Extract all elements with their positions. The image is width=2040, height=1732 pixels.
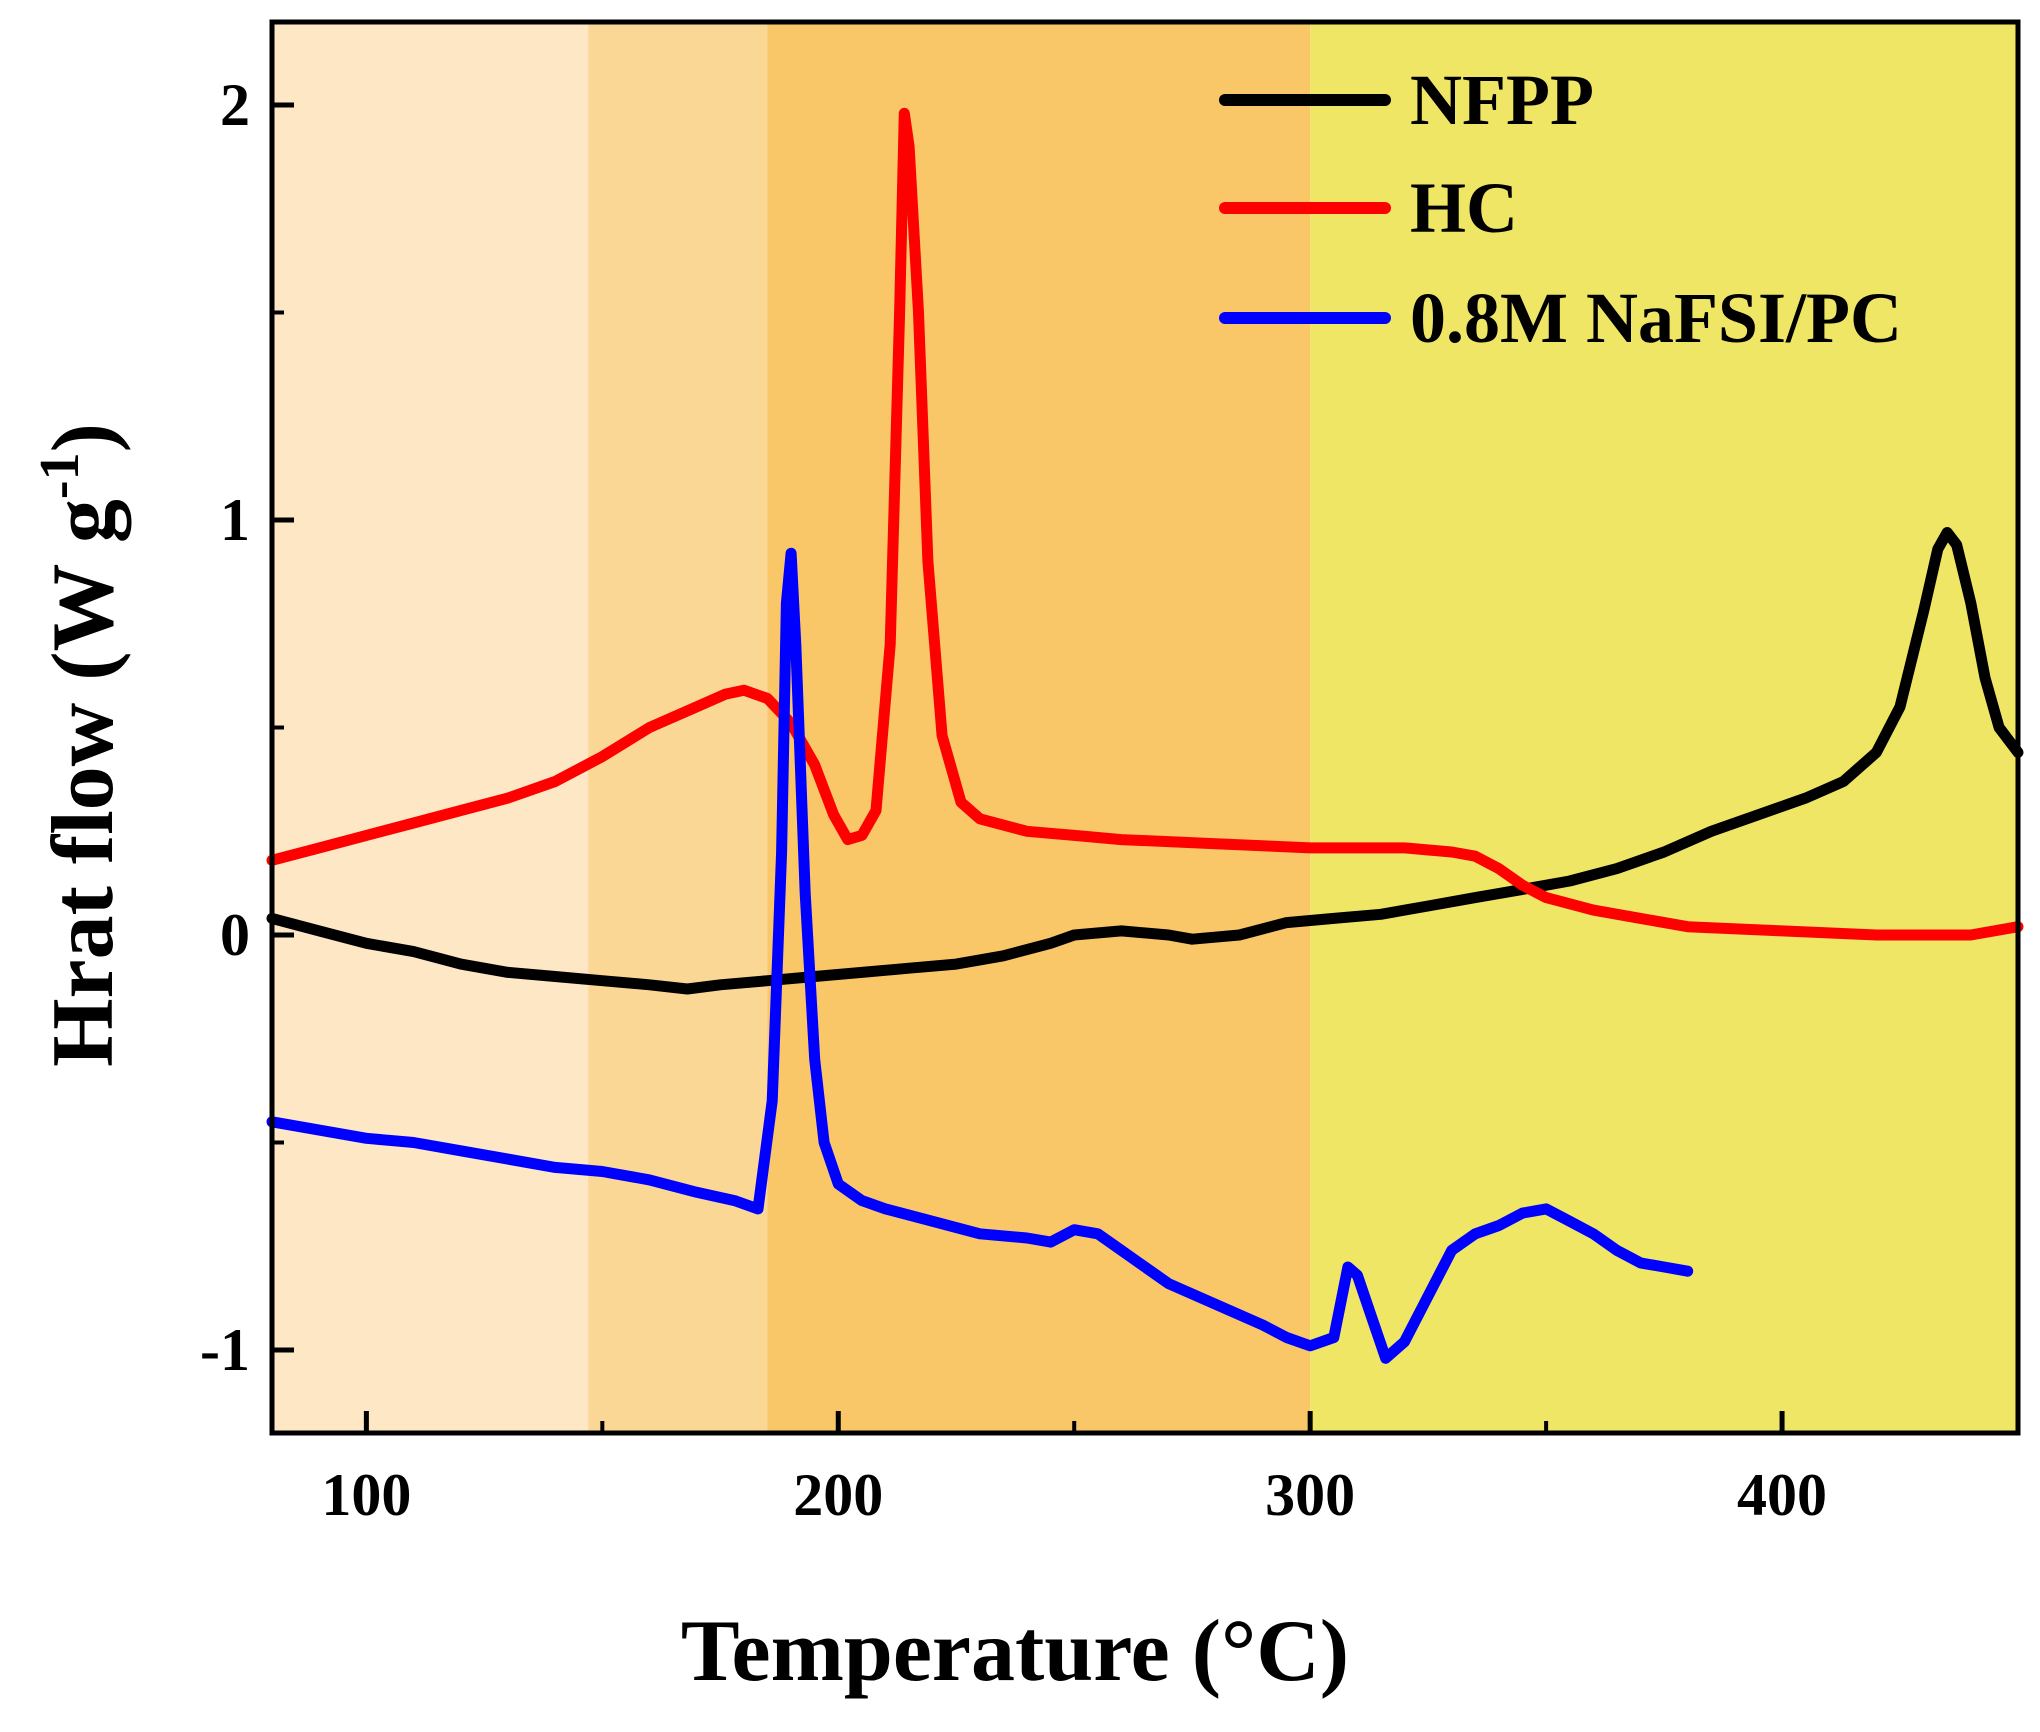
x-tick-label-300: 300: [1265, 1462, 1355, 1528]
x-tick-label-400: 400: [1737, 1462, 1827, 1528]
x-tick-label-100: 100: [321, 1462, 411, 1528]
y-tick-label-0: 0: [220, 902, 250, 968]
y-axis-title: Hrat flow (W g-1): [29, 423, 132, 1067]
series-line-nfpp: [266, 527, 2024, 995]
background-regions: [272, 22, 2018, 1433]
legend-label-nafsi-pc: 0.8M NaFSI/PC: [1410, 278, 1902, 358]
y-tick-label-1: 1: [220, 487, 250, 553]
legend-label-hc: HC: [1410, 168, 1518, 248]
axis-ticks: [272, 102, 1785, 1433]
series-line-hc: [266, 107, 2024, 941]
series-line-0-8m-nafsi-pc: [266, 547, 1694, 1364]
legend: NFPP HC 0.8M NaFSI/PC: [1219, 60, 1902, 358]
x-tick-label-200: 200: [793, 1462, 883, 1528]
legend-label-nfpp: NFPP: [1410, 60, 1594, 140]
x-axis-title: Temperature (°C): [681, 1603, 1349, 1700]
region-band-1: [272, 22, 589, 1433]
y-tick-label-2: 2: [220, 72, 250, 138]
region-band-3: [767, 22, 1311, 1433]
y-axis-title-close: ): [35, 423, 132, 452]
region-band-2: [588, 22, 768, 1433]
series-lines: [266, 107, 2024, 1364]
y-axis-title-superscript: -1: [29, 452, 91, 499]
y-tick-label--1: -1: [200, 1317, 250, 1383]
y-axis-title-main: Hrat flow (W g: [35, 499, 132, 1067]
region-band-4: [1310, 22, 2018, 1433]
axis-tick-labels: 100 200 300 400 -1 0 1 2: [200, 72, 1827, 1528]
